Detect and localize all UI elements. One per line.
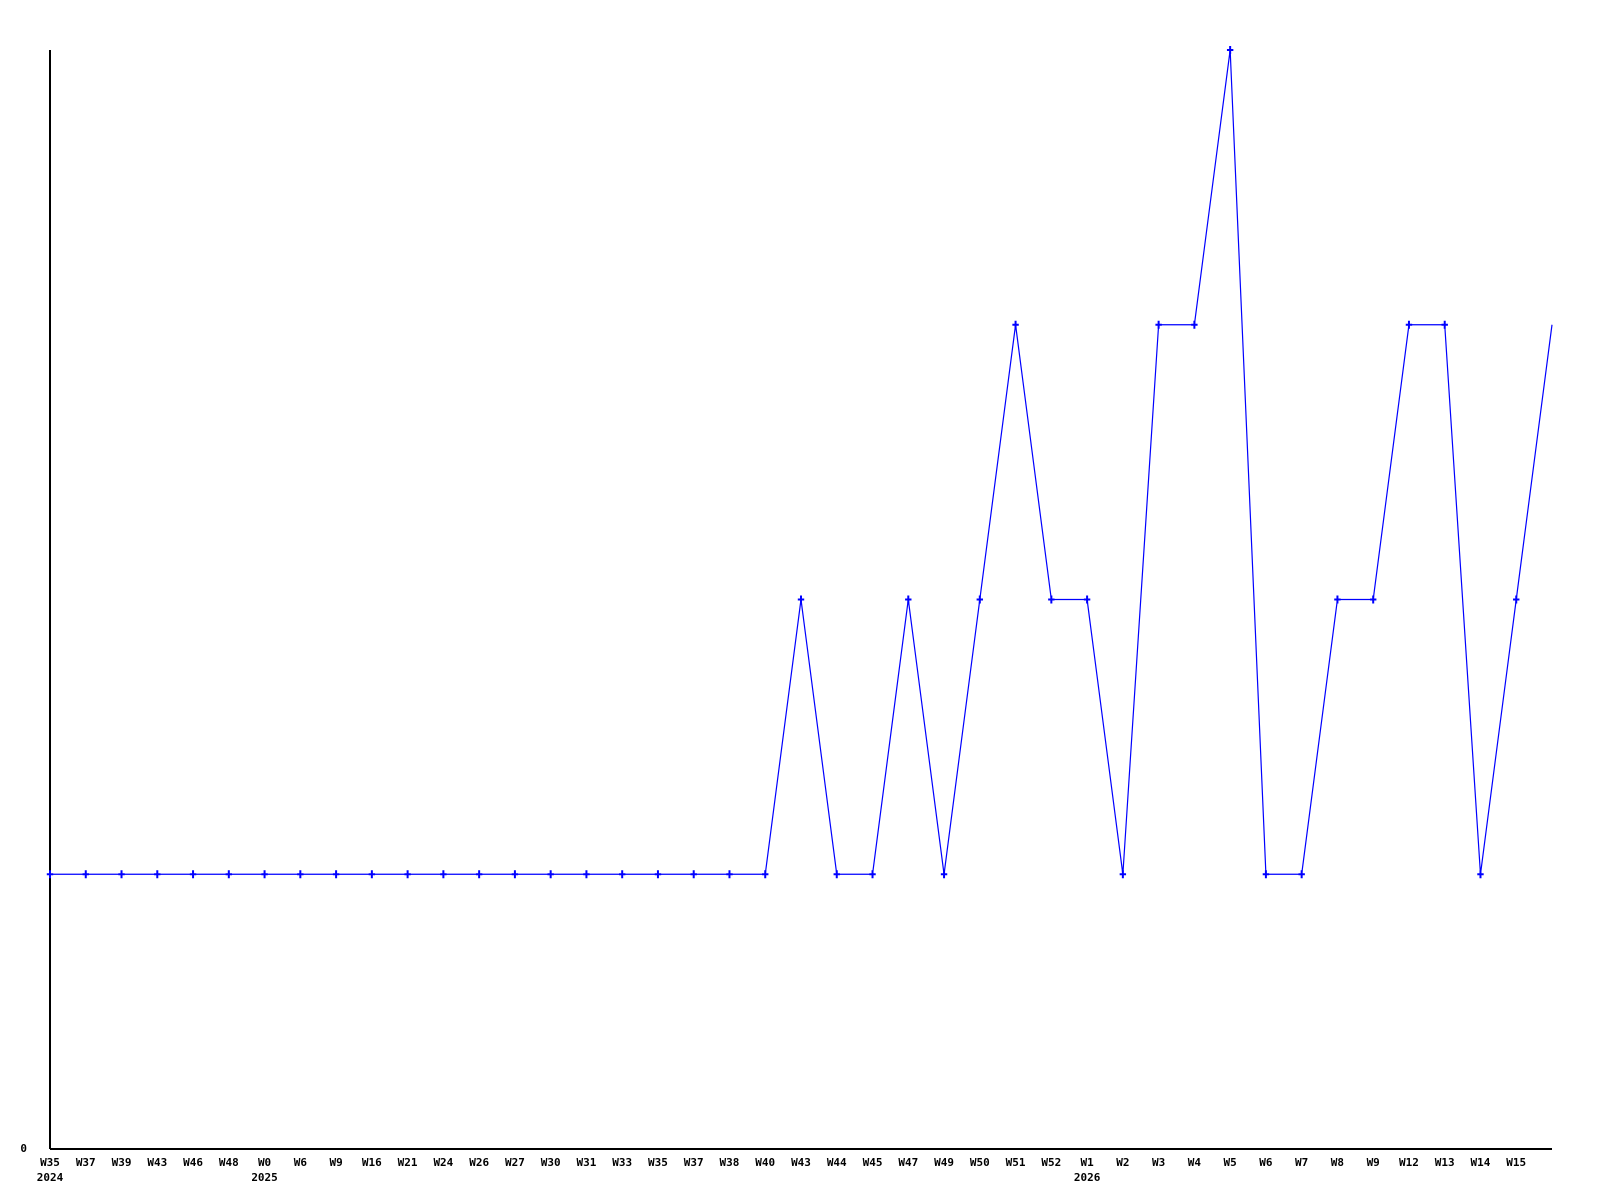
data-point-marker <box>1226 46 1234 54</box>
data-point-marker <box>225 870 233 879</box>
x-tick-label: W30 <box>541 1156 561 1169</box>
x-tick-label: W6 <box>294 1156 308 1169</box>
x-tick-label: W5 <box>1224 1156 1237 1169</box>
data-point-marker <box>1513 595 1520 604</box>
data-point-marker <box>1298 870 1305 879</box>
x-tick-label: W44 <box>827 1156 847 1169</box>
x-tick-label: W47 <box>898 1156 918 1169</box>
x-tick-label: W35 <box>648 1156 668 1169</box>
x-tick-label: W13 <box>1435 1156 1455 1169</box>
x-tick-label: W4 <box>1188 1156 1202 1169</box>
data-point-marker <box>1262 870 1270 879</box>
data-point-marker <box>82 870 89 879</box>
data-point-marker <box>833 870 840 879</box>
x-tick-label: W26 <box>469 1156 489 1169</box>
x-tick-label: W24 <box>433 1156 453 1169</box>
data-point-marker <box>1155 320 1162 329</box>
data-point-marker <box>1477 870 1484 879</box>
data-point-marker <box>690 870 697 879</box>
data-point-marker <box>1012 320 1019 329</box>
x-tick-label: W49 <box>934 1156 954 1169</box>
data-point-marker <box>368 870 376 879</box>
x-tick-label: W46 <box>183 1156 203 1169</box>
data-point-marker <box>1083 595 1091 604</box>
x-tick-label: W38 <box>720 1156 740 1169</box>
y-axis-zero-label: 0 <box>20 1142 27 1155</box>
x-tick-label: W8 <box>1331 1156 1344 1169</box>
x-tick-label: W33 <box>612 1156 632 1169</box>
x-tick-label: W2 <box>1116 1156 1129 1169</box>
x-tick-label: W35 <box>40 1156 60 1169</box>
x-tick-label: W3 <box>1152 1156 1165 1169</box>
data-point-marker <box>797 595 805 604</box>
x-tick-label: W7 <box>1295 1156 1308 1169</box>
x-tick-label: W14 <box>1471 1156 1491 1169</box>
x-tick-label: W37 <box>684 1156 704 1169</box>
data-point-marker <box>905 595 912 604</box>
data-point-marker <box>332 870 340 879</box>
x-tick-label: W9 <box>329 1156 342 1169</box>
x-tick-label: W21 <box>398 1156 418 1169</box>
x-tick-label: W27 <box>505 1156 525 1169</box>
x-tick-label: W43 <box>147 1156 167 1169</box>
data-point-marker <box>547 870 554 879</box>
data-point-marker <box>46 870 54 879</box>
data-point-marker <box>726 870 733 879</box>
x-tick-label: W16 <box>362 1156 382 1169</box>
series-line <box>50 49 1553 875</box>
x-tick-label: W0 <box>258 1156 271 1169</box>
data-point-marker <box>404 870 411 879</box>
data-point-marker <box>154 870 161 879</box>
x-year-label: 2024 <box>37 1171 64 1184</box>
x-tick-label: W50 <box>970 1156 990 1169</box>
x-tick-label: W6 <box>1259 1156 1273 1169</box>
data-point-marker <box>261 870 268 879</box>
data-point-marker <box>1441 320 1448 329</box>
x-tick-label: W15 <box>1506 1156 1526 1169</box>
x-tick-label: W48 <box>219 1156 239 1169</box>
x-tick-label: W51 <box>1006 1156 1026 1169</box>
data-point-marker <box>1048 595 1055 604</box>
data-point-marker <box>976 595 984 604</box>
data-point-marker <box>440 870 447 879</box>
x-tick-label: W52 <box>1041 1156 1061 1169</box>
data-point-marker <box>511 870 519 879</box>
data-point-marker <box>297 870 304 879</box>
data-point-marker <box>189 870 197 879</box>
data-point-marker <box>618 870 626 879</box>
x-tick-label: W40 <box>755 1156 775 1169</box>
x-tick-label: W9 <box>1367 1156 1380 1169</box>
data-point-marker <box>583 870 590 879</box>
data-point-marker <box>1369 595 1377 604</box>
data-point-marker <box>1119 870 1127 879</box>
data-point-marker <box>1191 320 1198 329</box>
data-point-marker <box>1334 595 1341 604</box>
x-tick-label: W39 <box>112 1156 132 1169</box>
x-tick-label: W31 <box>576 1156 596 1169</box>
data-point-marker <box>762 870 769 879</box>
data-point-marker <box>940 870 948 879</box>
data-point-marker <box>475 870 483 879</box>
data-point-marker <box>654 870 662 879</box>
x-year-label: 2025 <box>251 1171 278 1184</box>
x-year-label: 2026 <box>1074 1171 1101 1184</box>
x-tick-label: W12 <box>1399 1156 1419 1169</box>
data-point-marker <box>869 870 876 879</box>
x-tick-label: W45 <box>863 1156 883 1169</box>
x-tick-label: W37 <box>76 1156 96 1169</box>
x-tick-label: W43 <box>791 1156 811 1169</box>
data-point-marker <box>118 870 125 879</box>
x-tick-label: W1 <box>1080 1156 1094 1169</box>
data-point-marker <box>1405 320 1413 329</box>
